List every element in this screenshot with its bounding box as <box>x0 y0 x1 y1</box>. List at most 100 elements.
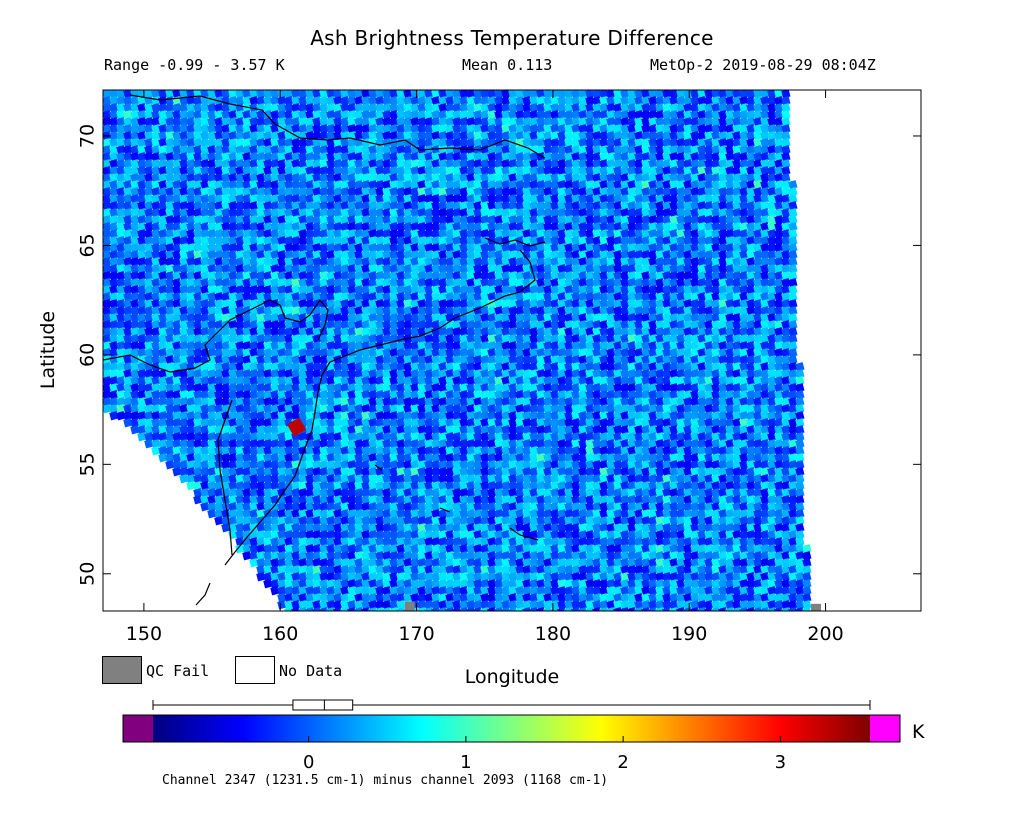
heat-cell <box>529 152 539 162</box>
heat-cell <box>424 201 434 211</box>
heat-cell <box>270 166 280 176</box>
heat-cell <box>578 117 588 127</box>
heat-cell <box>277 180 287 190</box>
heat-cell <box>515 145 525 155</box>
heat-cell <box>116 173 126 183</box>
heat-cell <box>711 180 721 190</box>
heat-cell <box>606 145 616 155</box>
heat-cell <box>200 159 210 169</box>
heat-cell <box>347 90 357 99</box>
heat-cell <box>263 173 273 183</box>
heat-cell <box>669 117 679 127</box>
heat-cell <box>627 90 637 99</box>
heat-cell <box>151 117 161 127</box>
heat-cell <box>669 96 679 106</box>
heat-cell <box>123 159 133 169</box>
heat-cell <box>123 180 133 190</box>
heat-cell <box>270 138 280 148</box>
heat-cell <box>683 166 693 176</box>
heat-cell <box>473 103 483 113</box>
heat-cell <box>368 117 378 127</box>
heat-cell <box>103 194 112 204</box>
heat-cell <box>564 180 574 190</box>
heat-cell <box>270 96 280 106</box>
heat-cell <box>459 110 469 120</box>
heat-cell <box>627 145 637 155</box>
heat-cell <box>179 90 189 99</box>
heat-cell <box>382 159 392 169</box>
heat-cell <box>781 124 791 134</box>
heat-cell <box>732 180 742 190</box>
heat-cell <box>417 96 427 106</box>
heat-cell <box>718 138 728 148</box>
heat-cell <box>137 117 147 127</box>
heat-cell <box>487 166 497 176</box>
heat-cell <box>767 173 777 183</box>
heat-cell <box>193 117 203 127</box>
heat-cell <box>494 187 504 197</box>
heat-cell <box>494 145 504 155</box>
heat-cell <box>103 96 112 106</box>
heat-cell <box>718 173 728 183</box>
heat-cell <box>550 96 560 106</box>
heat-cell <box>291 166 301 176</box>
heat-cell <box>179 194 189 204</box>
heat-cell <box>529 124 539 134</box>
heat-cell <box>298 110 308 120</box>
heat-cell <box>571 187 581 197</box>
heat-cell <box>256 145 266 155</box>
heat-cell <box>613 124 623 134</box>
heat-cell <box>256 159 266 169</box>
heat-cell <box>263 145 273 155</box>
heat-cell <box>543 166 553 176</box>
heat-cell <box>676 180 686 190</box>
heat-cell <box>550 124 560 134</box>
heat-cell <box>326 159 336 169</box>
heat-cell <box>242 124 252 134</box>
heat-cell <box>620 187 630 197</box>
heat-cell <box>487 201 497 211</box>
heat-cell <box>228 166 238 176</box>
heat-cell <box>151 180 161 190</box>
heat-cell <box>704 166 714 176</box>
heat-cell <box>221 90 231 99</box>
heat-cell <box>410 159 420 169</box>
heat-cell <box>172 124 182 134</box>
heat-cell <box>690 131 700 141</box>
heat-cell <box>529 96 539 106</box>
heat-cell <box>578 131 588 141</box>
heat-cell <box>676 159 686 169</box>
heat-cell <box>718 110 728 120</box>
heat-cell <box>459 117 469 127</box>
heat-cell <box>109 117 119 127</box>
heat-cell <box>256 117 266 127</box>
heat-cell <box>235 201 245 211</box>
heat-cell <box>340 103 350 113</box>
heat-cell <box>319 103 329 113</box>
heat-cell <box>347 138 357 148</box>
heat-cell <box>326 145 336 155</box>
heat-cell <box>333 201 343 211</box>
heat-cell <box>711 110 721 120</box>
heat-cell <box>571 90 581 99</box>
heat-cell <box>662 96 672 106</box>
heat-cell <box>326 166 336 176</box>
heat-cell <box>396 117 406 127</box>
heat-cell <box>123 103 133 113</box>
heat-cell <box>410 201 420 211</box>
heat-cell <box>592 124 602 134</box>
heat-cell <box>305 145 315 155</box>
heat-cell <box>515 187 525 197</box>
heat-cell <box>151 124 161 134</box>
heat-cell <box>200 173 210 183</box>
heat-cell <box>480 201 490 211</box>
heat-cell <box>424 138 434 148</box>
heat-cell <box>347 194 357 204</box>
heat-cell <box>228 117 238 127</box>
heat-cell <box>312 103 322 113</box>
heat-cell <box>207 103 217 113</box>
heat-cell <box>403 194 413 204</box>
heat-cell <box>256 131 266 141</box>
heat-cell <box>571 180 581 190</box>
heat-cell <box>634 131 644 141</box>
